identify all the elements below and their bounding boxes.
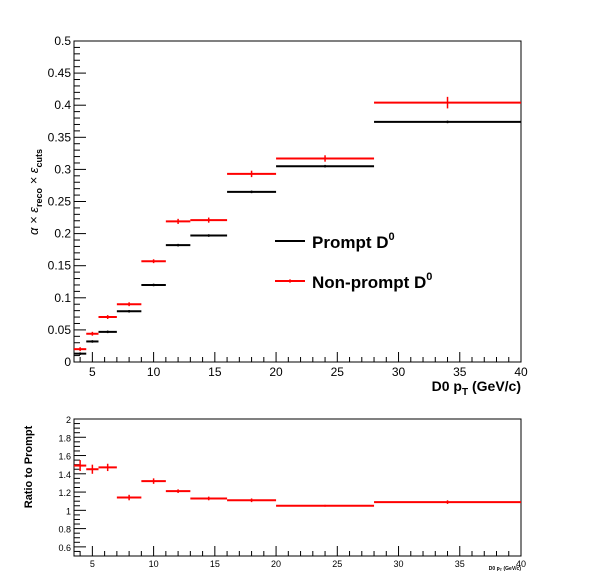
- bottom-x-ticks: 5 10 15 20 25 30 35 40: [79, 546, 526, 569]
- bottom-x-axis-title-part2: (GeV/c): [502, 566, 521, 572]
- top-x-tick-label: 15: [208, 365, 222, 379]
- top-y-tick-label: 0.2: [54, 227, 71, 241]
- top-y-tick-label: 0.3: [54, 162, 71, 176]
- top-y-tick-label: 0.05: [48, 323, 72, 337]
- top-y-axis-title-part1: α × ε: [26, 207, 41, 235]
- bottom-x-axis-title: D0 pT (GeV/c): [489, 566, 522, 572]
- top-y-axis-title-sub2: cuts: [34, 149, 44, 168]
- top-x-tick-label: 30: [392, 365, 406, 379]
- bottom-y-tick-label: 1.2: [58, 488, 71, 498]
- bottom-x-axis-title-part1: D0 p: [489, 566, 500, 572]
- bottom-y-tick-label: 2: [66, 415, 71, 425]
- top-x-axis-title-part1: D0 p: [432, 378, 462, 394]
- top-y-ticks: 0 0.05 0.1 0.15 0.2 0.25 0.3 0.35 0.4 0.45 0.5: [48, 34, 86, 369]
- top-y-axis-title: α × εreco × εcuts: [26, 149, 44, 235]
- bottom-x-tick-label: 15: [210, 559, 220, 569]
- bottom-x-tick-label: 40: [516, 559, 526, 569]
- top-y-tick-label: 0.1: [54, 291, 71, 305]
- top-series: [74, 96, 521, 355]
- top-y-tick-label: 0.4: [54, 98, 71, 112]
- top-x-axis-title: D0 pT (GeV/c): [432, 378, 521, 398]
- top-y-axis-title-part2: × ε: [26, 167, 41, 188]
- top-panel: 5 10 15 20 25 30 35 40 0 0.05 0.1 0.15 0.2 0.25 0.3 0.…: [26, 34, 528, 398]
- top-x-axis-title-part2: (GeV/c): [468, 378, 521, 394]
- bottom-x-tick-label: 5: [90, 559, 95, 569]
- bottom-y-tick-label: 1.6: [58, 452, 71, 462]
- top-y-tick-label: 0.35: [48, 130, 72, 144]
- top-x-tick-label: 25: [331, 365, 345, 379]
- top-x-ticks: 5 10 15 20 25 30 35 40: [79, 352, 528, 379]
- top-x-tick-label: 35: [453, 365, 467, 379]
- bottom-y-tick-label: 0.6: [58, 543, 71, 553]
- bottom-x-tick-label: 10: [149, 559, 159, 569]
- bottom-panel: 5 10 15 20 25 30 35 40 0.6 0.8 1 1.2 1.4 1.6 1.8 2 Rat…: [23, 415, 526, 572]
- legend-label-prompt-main: Prompt D: [312, 233, 389, 252]
- bottom-x-tick-label: 25: [332, 559, 342, 569]
- top-x-tick-label: 40: [514, 365, 528, 379]
- legend-label-prompt-sup: 0: [389, 231, 395, 243]
- top-y-tick-label: 0.45: [48, 66, 72, 80]
- bottom-x-tick-label: 35: [455, 559, 465, 569]
- legend-label-prompt: Prompt D0: [312, 231, 395, 252]
- legend-label-nonprompt: Non-prompt D0: [312, 271, 432, 292]
- top-y-tick-label: 0: [64, 355, 71, 369]
- legend-entry-nonprompt: Non-prompt D0: [275, 271, 432, 292]
- bottom-x-tick-label: 30: [394, 559, 404, 569]
- legend: Prompt D0 Non-prompt D0: [275, 231, 432, 292]
- top-x-tick-label: 10: [147, 365, 161, 379]
- bottom-y-tick-label: 1.4: [58, 470, 71, 480]
- top-x-tick-label: 20: [269, 365, 283, 379]
- top-y-tick-label: 0.25: [48, 195, 72, 209]
- bottom-x-axis-title-sub: T: [500, 567, 503, 572]
- bottom-y-axis-title: Ratio to Prompt: [23, 425, 35, 508]
- bottom-series: [74, 460, 521, 507]
- bottom-y-ticks: 0.6 0.8 1 1.2 1.4 1.6 1.8 2: [58, 415, 86, 557]
- legend-label-nonprompt-main: Non-prompt D: [312, 273, 426, 292]
- top-x-tick-label: 5: [89, 365, 96, 379]
- bottom-y-tick-label: 0.8: [58, 525, 71, 535]
- bottom-x-tick-label: 20: [271, 559, 281, 569]
- bottom-y-tick-label: 1: [66, 506, 71, 516]
- top-x-axis-title-sub: T: [462, 387, 468, 398]
- legend-label-nonprompt-sup: 0: [426, 271, 432, 283]
- top-y-tick-label: 0.5: [54, 34, 71, 48]
- top-y-axis-title-sub1: reco: [34, 188, 44, 208]
- top-y-tick-label: 0.15: [48, 259, 72, 273]
- bottom-y-tick-label: 1.8: [58, 433, 71, 443]
- legend-entry-prompt: Prompt D0: [275, 231, 395, 252]
